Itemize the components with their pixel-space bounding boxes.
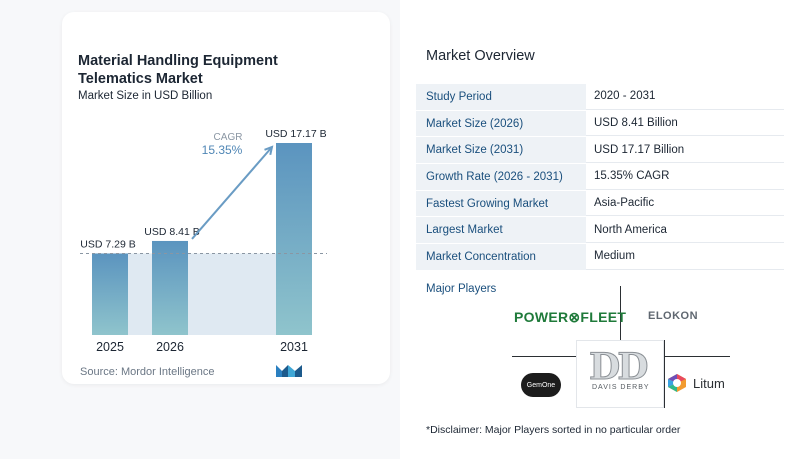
overview-label: Study Period (416, 84, 586, 110)
overview-value: Medium (586, 244, 784, 270)
players-title: Major Players (426, 283, 497, 295)
divider (620, 286, 621, 356)
overview-value: 2020 - 2031 (586, 84, 784, 110)
bar-2025 (92, 253, 128, 335)
litum-logo-text: Litum (693, 375, 725, 391)
overview-value: North America (586, 217, 784, 244)
overview-row: Study Period 2020 - 2031 (416, 84, 784, 111)
cagr-arrow-head (264, 145, 274, 156)
davis-derby-mark: DD (588, 346, 648, 389)
source-text: Source: Mordor Intelligence (80, 366, 215, 378)
litum-logo-icon (668, 374, 686, 392)
overview-label: Growth Rate (2026 - 2031) (416, 164, 586, 190)
cagr-arrow (191, 146, 273, 240)
overview-row: Market Size (2026) USD 8.41 Billion (416, 110, 784, 138)
chart-title: Material Handling Equipment Telematics M… (78, 53, 278, 87)
overview-row: Fastest Growing Market Asia-Pacific (416, 190, 784, 218)
elokon-logo: ELOKON (648, 310, 699, 322)
chart-subtitle: Market Size in USD Billion (78, 90, 213, 102)
overview-label: Market Size (2031) (416, 137, 586, 164)
overview-row: Largest Market North America (416, 217, 784, 245)
divider (664, 340, 665, 408)
tick-label-2025: 2025 (96, 340, 124, 354)
overview-value: USD 17.17 Billion (586, 137, 784, 164)
davis-derby-logo-box (576, 340, 664, 408)
bar-2026 (152, 240, 188, 335)
tick-label-2026: 2026 (156, 340, 184, 354)
cagr-label: CAGR (214, 132, 243, 143)
data-label-2026: USD 8.41 B (144, 226, 199, 238)
tick-label-2031: 2031 (280, 340, 308, 354)
overview-label: Market Concentration (416, 244, 586, 270)
davis-derby-logo: DAVIS DERBY (592, 384, 650, 391)
overview-table: Study Period 2020 - 2031 Market Size (2026… (416, 84, 784, 271)
mordor-logo-icon (276, 365, 302, 377)
data-label-2025: USD 7.29 B (80, 238, 135, 250)
overview-label: Fastest Growing Market (416, 190, 586, 217)
bar-2031 (276, 143, 312, 335)
overview-value: USD 8.41 Billion (586, 111, 784, 137)
overview-value: Asia-Pacific (586, 191, 784, 217)
overview-label: Market Size (2026) (416, 110, 586, 137)
disclaimer-text: *Disclaimer: Major Players sorted in no … (426, 424, 681, 436)
data-label-2031: USD 17.17 B (265, 128, 326, 140)
bar-chart: USD 7.29 B USD 8.41 B USD 17.17 B 2025 2026 2… (80, 128, 327, 354)
litum-logo: Litum (667, 373, 725, 393)
overview-row: Market Size (2031) USD 17.17 Billion (416, 137, 784, 165)
cagr-value: 15.35% (202, 143, 243, 157)
baseline-region (92, 253, 312, 335)
overview-value: 15.35% CAGR (586, 164, 784, 190)
overview-row: Growth Rate (2026 - 2031) 15.35% CAGR (416, 164, 784, 191)
powerfleet-logo: POWER⊗FLEET (514, 309, 627, 325)
overview-title: Market Overview (426, 48, 535, 64)
gemone-logo: GemOne (521, 373, 561, 397)
overview-row: Market Concentration Medium (416, 244, 784, 271)
overview-label: Largest Market (416, 217, 586, 244)
